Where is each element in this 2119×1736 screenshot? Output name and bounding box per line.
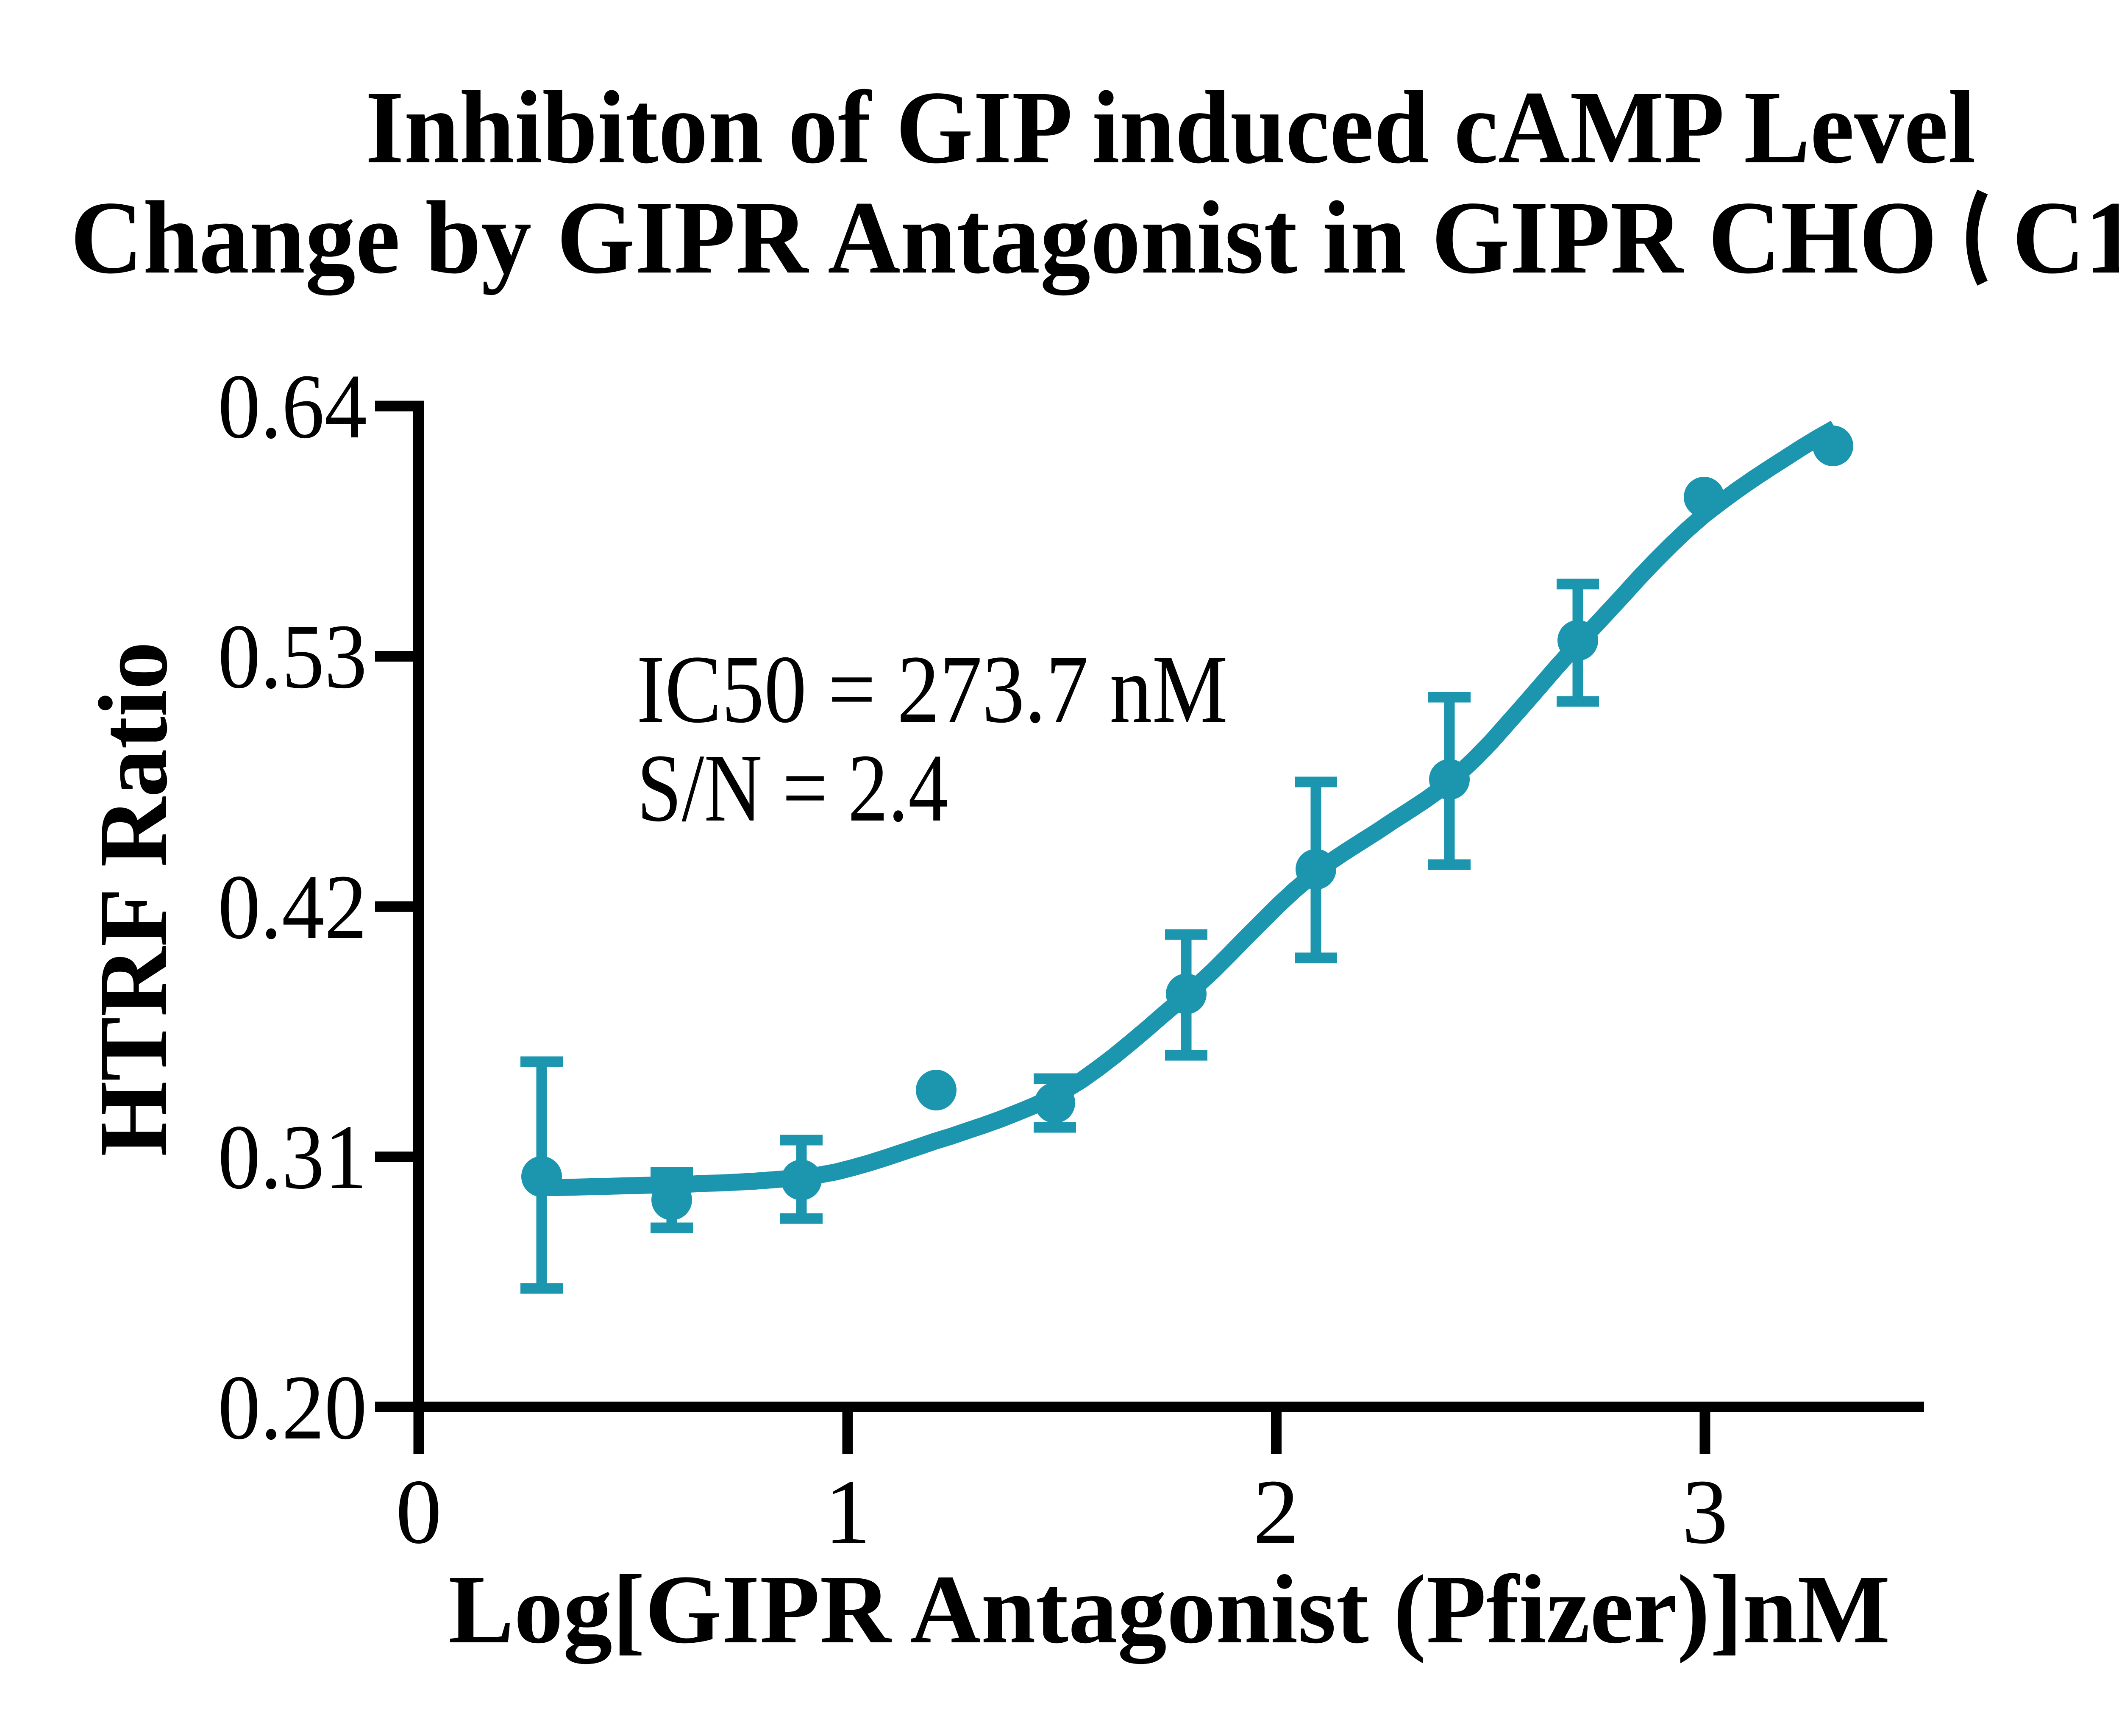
svg-text:0.42: 0.42 — [218, 856, 367, 958]
svg-text:0.31: 0.31 — [218, 1106, 367, 1208]
svg-text:3: 3 — [1682, 1461, 1728, 1563]
svg-text:0: 0 — [396, 1461, 442, 1563]
svg-text:0.20: 0.20 — [218, 1357, 367, 1459]
svg-text:S/N = 2.4: S/N = 2.4 — [637, 734, 948, 842]
svg-text:Inhibiton of GIP induced cAMP: Inhibiton of GIP induced cAMP Level — [365, 70, 1976, 185]
svg-text:IC50 = 273.7 nM: IC50 = 273.7 nM — [637, 635, 1228, 743]
svg-text:1: 1 — [825, 1461, 871, 1563]
svg-text:Log[GIPR Antagonist (Pfizer)]n: Log[GIPR Antagonist (Pfizer)]nM — [448, 1555, 1890, 1664]
svg-text:C12: C12 — [2012, 180, 2119, 295]
svg-text:2: 2 — [1253, 1461, 1299, 1563]
svg-text:0.64: 0.64 — [218, 356, 367, 458]
svg-text:0.53: 0.53 — [218, 606, 367, 708]
svg-text:HTRF Ratio: HTRF Ratio — [79, 642, 188, 1157]
svg-text:Change by GIPR Antagonist in G: Change by GIPR Antagonist in GIPR CHO — [70, 180, 1937, 295]
